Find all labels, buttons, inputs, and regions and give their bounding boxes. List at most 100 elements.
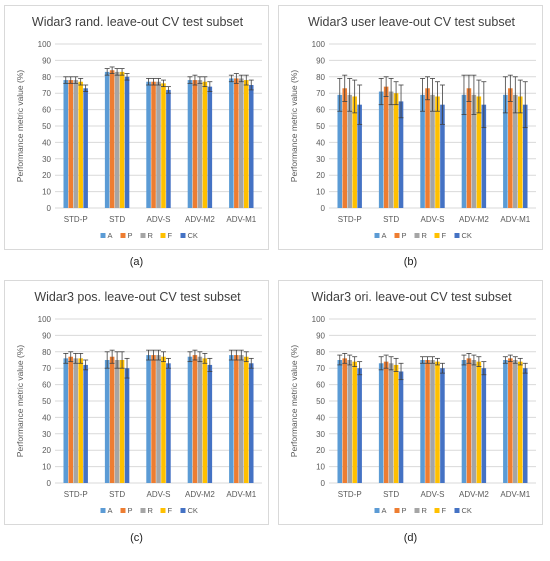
bar-ck [207,364,213,483]
chart-svg-b: Widar3 user leave-out CV test subset 0 10 2… [289,15,536,240]
y-tick-label: 20 [42,171,51,180]
legend-label-p: P [402,231,407,240]
x-tick-label: ADV-M2 [459,215,489,224]
bar-p [342,358,348,483]
bar-f [202,81,208,208]
caption-c: (c) [130,532,143,544]
y-tick-label: 100 [312,315,326,324]
bar-a [337,360,343,483]
bar-f [161,356,166,483]
legend-label-a: A [382,231,387,240]
bar-a [461,360,467,483]
bar-ck [522,368,528,483]
bar-ck [248,85,254,208]
legend-label-r: R [148,506,154,515]
bar-r [73,80,78,208]
bar-f [476,361,482,483]
y-tick-label: 0 [321,204,326,213]
x-tick-label: ADV-M1 [500,490,530,499]
bar-p [466,358,472,483]
x-tick-label: ADV-M2 [459,490,489,499]
legend-swatch-f [160,508,166,513]
bar-f [352,96,357,208]
legend-label-f: F [168,231,173,240]
bar-p [192,355,198,483]
legend-label-a: A [382,506,387,515]
chart-svg-a: Widar3 rand. leave-out CV test subset 0 10… [15,15,262,240]
x-tick-label: ADV-M2 [185,490,215,499]
bar-f [517,361,523,483]
caption-b: (b) [403,256,418,268]
x-tick-label: STD-P [338,215,362,224]
bar-a [63,80,69,208]
y-axis-label: Performance metric value (%) [289,70,299,183]
bar-ck [481,104,487,208]
bar-f [243,80,249,208]
x-tick-label: STD-P [64,490,88,499]
bar-a [420,360,425,483]
y-tick-label: 60 [42,106,51,115]
bar-ck [440,104,445,208]
bar-p [109,356,115,483]
x-tick-label: STD [109,490,125,499]
y-tick-label: 100 [38,315,52,324]
x-tick-label: ADV-M1 [226,215,256,224]
bar-p [68,80,74,208]
y-tick-label: 60 [316,381,325,390]
bar-ck [357,104,362,208]
x-tick-label: STD [383,490,399,499]
bar-p [383,86,389,208]
bar-p [425,360,430,483]
bar-a [146,355,151,483]
y-tick-label: 70 [316,89,325,98]
bar-ck [166,89,171,208]
chart-title: Widar3 rand. leave-out CV test subset [32,15,244,29]
legend-swatch-ck [454,233,460,238]
bar-p [192,80,198,208]
bar-r [388,363,394,483]
y-tick-label: 100 [312,40,326,49]
y-tick-label: 80 [42,348,51,357]
bar-ck [357,368,362,483]
bar-a [229,78,234,208]
legend-label-r: R [148,231,154,240]
bar-p [151,81,156,208]
bar-r [471,360,477,483]
bar-r [388,91,394,208]
legend-label-f: F [442,506,447,515]
bar-a [420,94,425,208]
legend-label-a: A [108,506,113,515]
bar-f [161,83,166,208]
legend-label-ck: CK [462,231,472,240]
y-tick-label: 20 [316,171,325,180]
bar-p [466,88,472,208]
y-tick-label: 50 [316,122,325,131]
y-tick-label: 40 [316,413,325,422]
y-tick-label: 90 [42,331,51,340]
legend-label-ck: CK [188,231,198,240]
bar-ck [522,104,528,208]
bar-p [342,88,348,208]
bar-ck [124,368,130,483]
y-tick-label: 0 [321,479,326,488]
y-tick-label: 50 [316,397,325,406]
y-tick-label: 60 [42,381,51,390]
bar-a [187,80,193,208]
y-tick-label: 30 [42,430,51,439]
bar-a [378,363,384,483]
bar-f [119,71,125,208]
bar-a [378,91,384,208]
bar-r [430,360,435,483]
bar-a [503,94,508,208]
legend-swatch-ck [180,233,186,238]
bar-f [393,93,399,208]
bar-f [202,358,208,483]
y-axis-label: Performance metric value (%) [15,345,25,458]
bar-ck [398,371,404,483]
y-axis-label: Performance metric value (%) [15,70,25,183]
legend-label-f: F [168,506,173,515]
x-tick-label: ADV-M1 [226,490,256,499]
x-tick-label: ADV-M2 [185,215,215,224]
y-tick-label: 10 [316,188,325,197]
y-tick-label: 80 [316,348,325,357]
